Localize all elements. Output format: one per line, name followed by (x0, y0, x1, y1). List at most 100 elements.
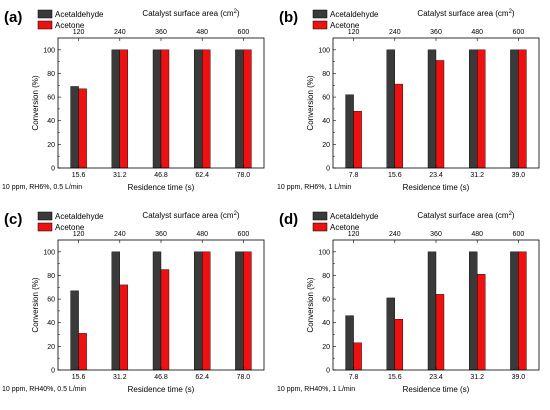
x-axis-label: Residence time (s) (128, 385, 195, 394)
bar (427, 251, 437, 371)
x-tick-label: 7.8 (349, 172, 359, 179)
bar (243, 251, 252, 371)
legend-swatch (312, 211, 328, 221)
y-tick-label: 80 (322, 71, 330, 78)
bar (435, 294, 445, 371)
bar (111, 251, 121, 371)
bar (235, 251, 244, 371)
bar (193, 251, 203, 371)
x-tick-label: 7.8 (349, 374, 359, 381)
legend-label: Acetone (55, 21, 85, 30)
bar (201, 49, 211, 169)
bar (468, 49, 478, 169)
y-tick-label: 60 (322, 297, 330, 304)
bar (427, 49, 437, 169)
chart-panel: (c) Acetaldehyde Acetone Catalyst surface a… (2, 211, 265, 394)
bar (476, 49, 486, 169)
bar (160, 49, 170, 169)
chart-panel: (d) Acetaldehyde Acetone Catalyst surface a… (277, 211, 540, 394)
bar (111, 49, 121, 169)
top-tick-label: 600 (238, 29, 250, 36)
top-tick-label: 120 (348, 29, 360, 36)
y-tick-label: 20 (47, 344, 55, 351)
legend-label: Acetaldehyde (330, 212, 379, 221)
top-axis-title: Catalyst surface area (cm2) (142, 9, 239, 18)
bar (394, 83, 404, 169)
top-tick-label: 480 (196, 29, 208, 36)
top-tick-label: 240 (389, 231, 401, 238)
x-axis-label: Residence time (s) (403, 385, 470, 394)
y-tick-label: 0 (51, 166, 55, 173)
bar (345, 315, 354, 371)
x-tick-label: 39.0 (512, 374, 526, 381)
legend-swatch (37, 20, 53, 30)
top-axis-title-sup: 2 (509, 9, 513, 15)
x-axis-label: Residence time (s) (403, 183, 470, 192)
bar (476, 274, 486, 371)
bar (152, 251, 162, 371)
top-tick-label: 360 (430, 231, 442, 238)
bar (70, 86, 79, 169)
top-tick-label: 120 (348, 231, 360, 238)
bar (119, 49, 129, 169)
x-tick-label: 31.2 (113, 172, 127, 179)
top-tick-label: 600 (513, 29, 525, 36)
bar (353, 111, 362, 169)
top-axis-title-end: ) (237, 9, 240, 18)
condition-label: 10 ppm, RH6%, 1 L/min (277, 184, 351, 191)
x-tick-label: 78.0 (237, 374, 251, 381)
y-tick-label: 20 (47, 142, 55, 149)
top-tick-label: 360 (155, 29, 167, 36)
x-tick-label: 15.6 (72, 374, 86, 381)
bar (386, 49, 396, 169)
x-tick-label: 23.4 (429, 374, 443, 381)
x-tick-label: 23.4 (429, 172, 443, 179)
y-tick-label: 80 (47, 71, 55, 78)
top-tick-label: 600 (238, 231, 250, 238)
y-tick-label: 40 (47, 320, 55, 327)
condition-label: 10 ppm, RH40%, 1 L/min (277, 386, 355, 393)
bar (345, 94, 354, 169)
x-tick-label: 62.4 (195, 172, 209, 179)
y-tick-label: 100 (43, 47, 55, 54)
legend-label: Acetone (330, 223, 360, 232)
bar (235, 49, 244, 169)
bar (160, 269, 170, 371)
y-tick-label: 100 (43, 249, 55, 256)
bar (201, 251, 211, 371)
top-tick-label: 240 (389, 29, 401, 36)
bar (394, 318, 404, 371)
condition-label: 10 ppm, RH6%, 0.5 L/min (2, 184, 82, 191)
legend-swatch (312, 222, 328, 232)
top-axis-title-main: Catalyst surface area (cm (142, 211, 233, 220)
top-axis-title-end: ) (512, 211, 515, 220)
y-tick-label: 20 (322, 142, 330, 149)
y-axis-label: Conversion (%) (306, 277, 315, 332)
panel-label: (c) (4, 211, 22, 228)
legend-label: Acetaldehyde (55, 10, 104, 19)
top-tick-label: 480 (471, 29, 483, 36)
y-axis-label: Conversion (%) (31, 277, 40, 332)
x-tick-label: 15.6 (388, 374, 402, 381)
bar (386, 297, 396, 371)
legend-label: Acetone (55, 223, 85, 232)
x-tick-label: 62.4 (195, 374, 209, 381)
x-tick-label: 46.8 (154, 374, 168, 381)
chart-panel: (b) Acetaldehyde Acetone Catalyst surface a… (277, 9, 540, 192)
y-tick-label: 60 (47, 95, 55, 102)
top-tick-label: 240 (114, 29, 126, 36)
y-tick-label: 80 (322, 273, 330, 280)
panel-label: (a) (4, 9, 22, 26)
legend-swatch (37, 222, 53, 232)
top-tick-label: 360 (155, 231, 167, 238)
bar (243, 49, 252, 169)
bar (510, 49, 519, 169)
legend-swatch (37, 9, 53, 19)
y-tick-label: 100 (318, 47, 330, 54)
top-tick-label: 240 (114, 231, 126, 238)
top-tick-label: 360 (430, 29, 442, 36)
y-axis-label: Conversion (%) (31, 75, 40, 130)
x-tick-label: 15.6 (72, 172, 86, 179)
top-tick-label: 600 (513, 231, 525, 238)
